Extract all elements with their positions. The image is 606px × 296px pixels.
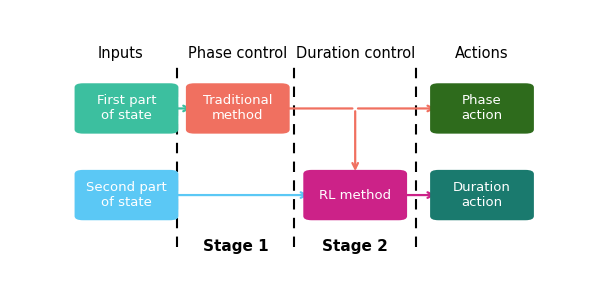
FancyBboxPatch shape [430, 170, 534, 220]
Text: Second part
of state: Second part of state [86, 181, 167, 209]
Text: Traditional
method: Traditional method [203, 94, 273, 123]
Text: Duration control: Duration control [296, 46, 415, 61]
Text: Duration
action: Duration action [453, 181, 511, 209]
Text: Stage 1: Stage 1 [202, 239, 268, 254]
Text: Inputs: Inputs [98, 46, 143, 61]
Text: Phase
action: Phase action [461, 94, 502, 123]
Text: Actions: Actions [455, 46, 509, 61]
Text: Phase control: Phase control [188, 46, 287, 61]
Text: Stage 2: Stage 2 [322, 239, 388, 254]
FancyBboxPatch shape [75, 170, 178, 220]
FancyBboxPatch shape [303, 170, 407, 220]
FancyBboxPatch shape [430, 83, 534, 133]
Text: RL method: RL method [319, 189, 391, 202]
Text: First part
of state: First part of state [97, 94, 156, 123]
FancyBboxPatch shape [186, 83, 290, 133]
FancyBboxPatch shape [75, 83, 178, 133]
